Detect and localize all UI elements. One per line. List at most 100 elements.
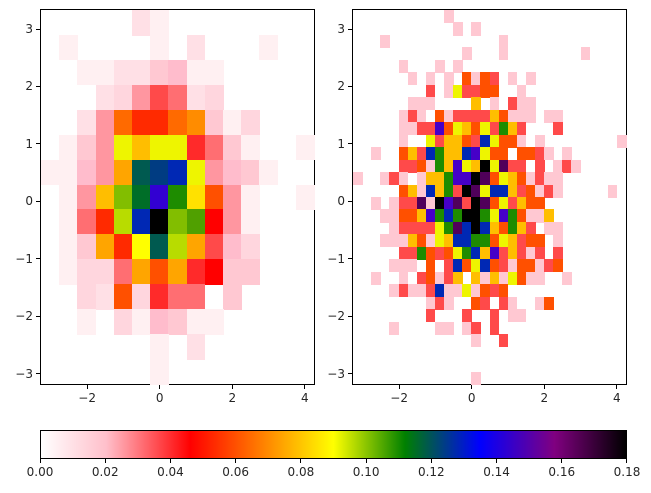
heatmap-cell	[407, 159, 418, 173]
heatmap-cell	[150, 159, 169, 186]
heatmap-cell	[295, 134, 315, 161]
heatmap-cell	[132, 309, 151, 335]
heatmap-cell	[471, 271, 481, 285]
heatmap-cell	[223, 109, 242, 136]
heatmap-cell	[223, 134, 242, 161]
heatmap-cell	[398, 284, 409, 298]
heatmap-cell	[498, 271, 509, 285]
heatmap-cell	[516, 159, 527, 173]
y-tick-label: −2	[15, 309, 33, 324]
heatmap-cell	[471, 159, 481, 173]
heatmap-cell	[223, 284, 242, 310]
left-heatmap-grid	[41, 10, 315, 385]
heatmap-cell	[498, 296, 509, 310]
heatmap-cell	[489, 309, 500, 323]
heatmap-cell	[132, 59, 151, 86]
heatmap-cell	[489, 271, 500, 285]
heatmap-cell	[516, 259, 527, 273]
heatmap-cell	[168, 234, 188, 260]
heatmap-cell	[77, 209, 97, 235]
heatmap-cell	[553, 109, 563, 123]
heatmap-cell	[434, 184, 445, 198]
heatmap-cell	[168, 84, 188, 111]
heatmap-cell	[416, 109, 427, 123]
heatmap-cell	[371, 271, 381, 285]
x-tick-label: 4	[613, 391, 621, 405]
heatmap-cell	[407, 209, 418, 223]
heatmap-cell	[59, 134, 78, 161]
heatmap-cell	[132, 159, 151, 186]
heatmap-cell	[553, 259, 563, 273]
heatmap-cell	[132, 234, 151, 260]
heatmap-cell	[471, 197, 481, 211]
heatmap-cell	[507, 309, 518, 323]
heatmap-cell	[444, 172, 454, 186]
heatmap-cell	[480, 72, 491, 86]
y-tick-label: 2	[337, 79, 345, 94]
heatmap-cell	[489, 97, 500, 111]
heatmap-cell	[489, 246, 500, 260]
heatmap-cell	[544, 172, 554, 186]
heatmap-cell	[525, 259, 536, 273]
heatmap-cell	[480, 284, 491, 298]
heatmap-cell	[77, 184, 97, 211]
heatmap-cell	[398, 109, 409, 123]
heatmap-cell	[516, 184, 527, 198]
heatmap-cell	[416, 209, 427, 223]
colorbar-tick	[104, 459, 106, 463]
heatmap-cell	[186, 134, 206, 161]
heatmap-cell	[168, 184, 188, 211]
heatmap-cell	[553, 221, 563, 235]
heatmap-cell	[471, 22, 481, 36]
heatmap-cell	[389, 234, 400, 248]
heatmap-cell	[150, 284, 169, 310]
heatmap-cell	[132, 209, 151, 235]
y-tick	[36, 315, 40, 317]
heatmap-cell	[544, 184, 554, 198]
heatmap-cell	[507, 197, 518, 211]
heatmap-cell	[113, 234, 133, 260]
heatmap-cell	[416, 284, 427, 298]
heatmap-cell	[535, 134, 545, 148]
heatmap-cell	[535, 184, 545, 198]
heatmap-cell	[489, 84, 500, 98]
heatmap-cell	[480, 147, 491, 161]
heatmap-cell	[425, 147, 436, 161]
heatmap-cell	[132, 259, 151, 285]
heatmap-cell	[113, 309, 133, 335]
heatmap-cell	[444, 10, 454, 24]
x-tick-label: −2	[390, 391, 409, 405]
heatmap-cell	[186, 84, 206, 111]
heatmap-cell	[204, 159, 224, 186]
heatmap-cell	[471, 371, 481, 385]
colorbar-tick	[300, 459, 302, 463]
heatmap-cell	[407, 109, 418, 123]
heatmap-cell	[516, 246, 527, 260]
heatmap-cell	[425, 159, 436, 173]
heatmap-cell	[389, 221, 400, 235]
colorbar-tick	[365, 459, 367, 463]
heatmap-cell	[241, 109, 260, 136]
heatmap-cell	[204, 59, 224, 86]
heatmap-cell	[453, 284, 463, 298]
heatmap-cell	[471, 134, 481, 148]
colorbar	[40, 430, 627, 459]
heatmap-cell	[150, 59, 169, 86]
heatmap-cell	[113, 109, 133, 136]
heatmap-cell	[516, 221, 527, 235]
heatmap-cell	[150, 184, 169, 211]
heatmap-cell	[498, 259, 509, 273]
heatmap-cell	[95, 234, 115, 260]
heatmap-cell	[471, 109, 481, 123]
heatmap-cell	[59, 209, 78, 235]
heatmap-cell	[553, 122, 563, 136]
heatmap-cell	[398, 271, 409, 285]
heatmap-cell	[150, 84, 169, 111]
y-tick-label: −2	[327, 309, 345, 324]
heatmap-cell	[59, 34, 78, 61]
heatmap-cell	[77, 134, 97, 161]
colorbar-tick-label: 0.02	[91, 465, 119, 479]
heatmap-cell	[471, 284, 481, 298]
x-tick	[543, 385, 545, 389]
y-tick	[36, 85, 40, 87]
